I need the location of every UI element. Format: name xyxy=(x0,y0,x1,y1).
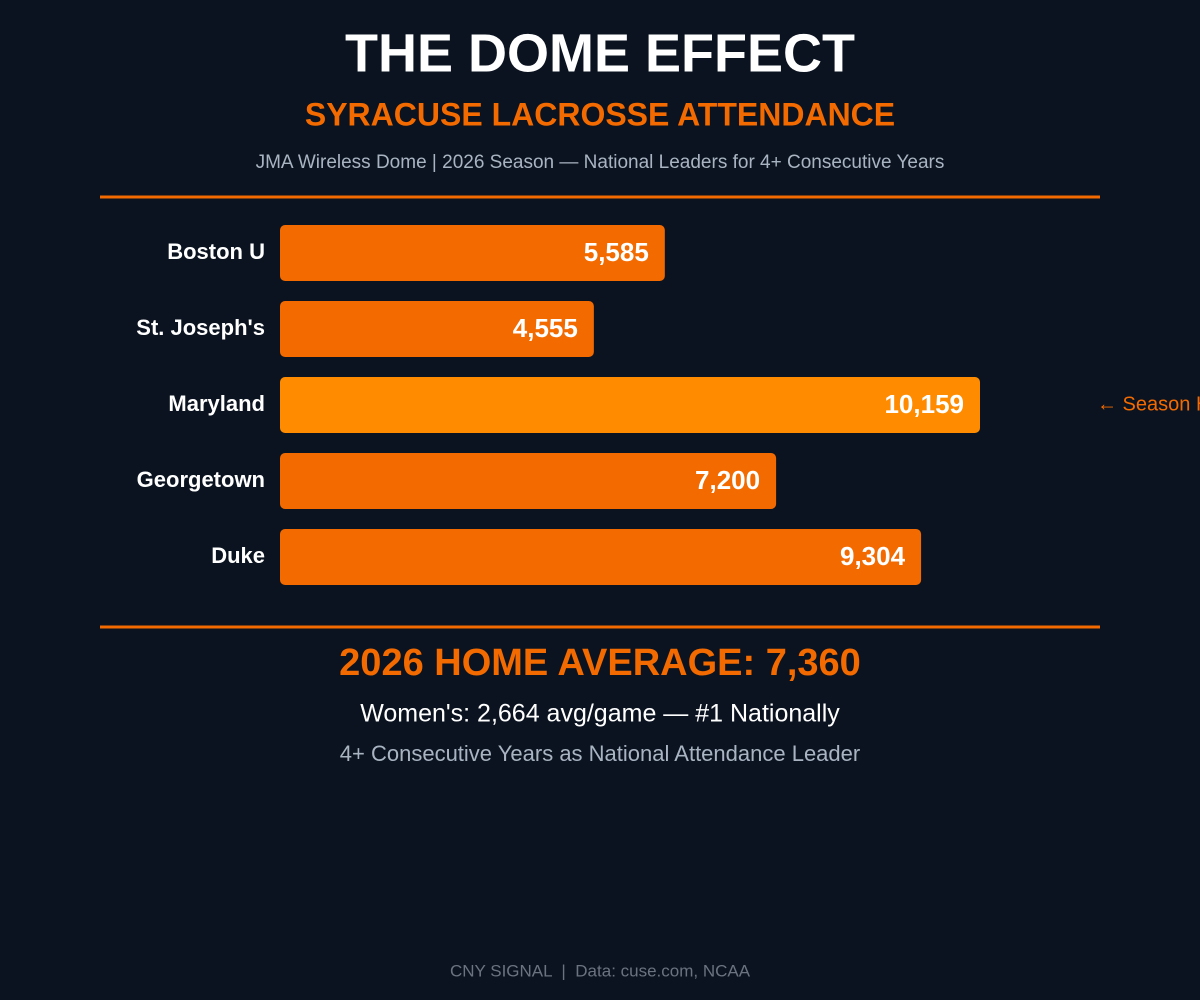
bar xyxy=(280,377,980,433)
bar xyxy=(280,529,922,585)
footer: CNY SIGNAL | Data: cuse.com, NCAA xyxy=(450,961,751,980)
bar xyxy=(280,225,665,281)
value-label: 4,555 xyxy=(513,313,578,343)
category-label: St. Joseph's xyxy=(136,315,265,340)
chart-title: THE DOME EFFECT xyxy=(345,23,855,83)
value-label: 5,585 xyxy=(584,237,649,267)
bar xyxy=(280,453,777,509)
summary-note: Women's: 2,664 avg/game — #1 Nationally xyxy=(360,700,840,728)
bar xyxy=(280,301,594,357)
chart-subtitle: SYRACUSE LACROSSE ATTENDANCE xyxy=(305,96,895,132)
summary-headline: 2026 HOME AVERAGE: 7,360 xyxy=(339,642,861,684)
chart-caption: JMA Wireless Dome | 2026 Season — Nation… xyxy=(256,152,945,173)
category-label: Duke xyxy=(211,543,265,568)
value-label: 7,200 xyxy=(695,465,760,495)
annotation: ← Season High xyxy=(1097,393,1200,415)
value-label: 10,159 xyxy=(884,389,964,419)
category-label: Georgetown xyxy=(137,467,265,492)
summary-tagline: 4+ Consecutive Years as National Attenda… xyxy=(340,741,860,766)
category-label: Maryland xyxy=(168,391,265,416)
value-label: 9,304 xyxy=(840,541,906,571)
category-label: Boston U xyxy=(167,239,265,264)
